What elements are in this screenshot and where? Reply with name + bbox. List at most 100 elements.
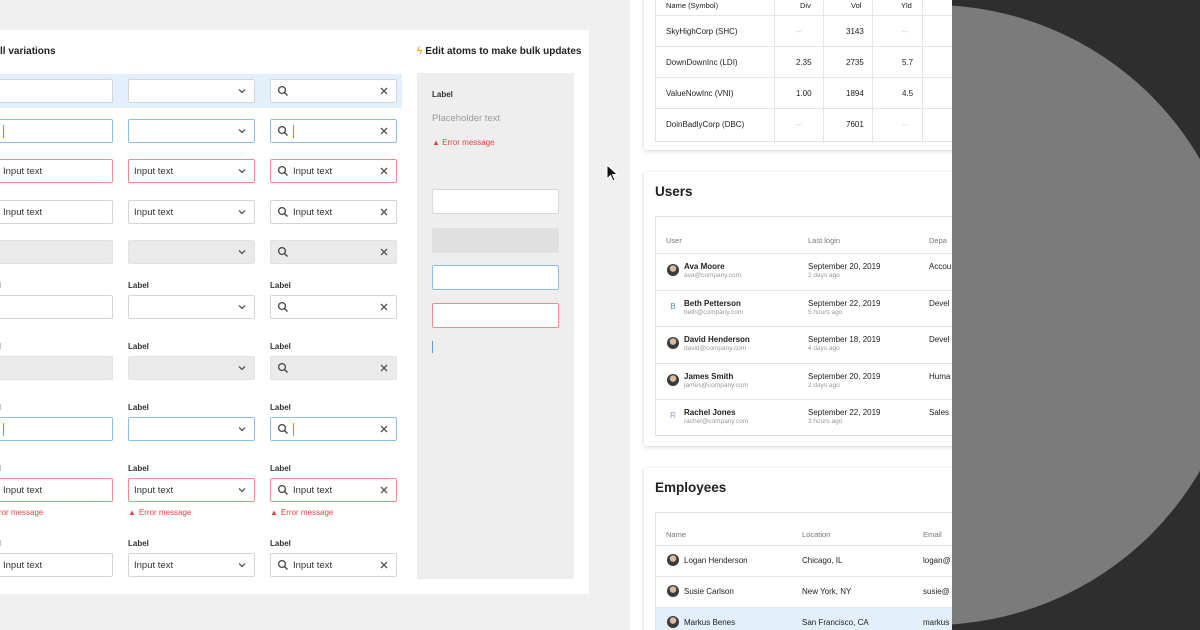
stock-yld: --: [902, 120, 908, 129]
search-icon: [277, 246, 289, 258]
mouse-pointer-icon: [606, 164, 619, 182]
close-icon[interactable]: [378, 246, 390, 258]
field-label: Label: [0, 403, 1, 412]
chevron-down-icon[interactable]: [236, 165, 248, 177]
user-email: james@company.com: [684, 381, 748, 389]
select-field[interactable]: Input text: [128, 159, 255, 183]
avatar: [667, 554, 679, 566]
input-value: Input text: [3, 207, 43, 218]
search-icon: [277, 206, 289, 218]
avatar: [667, 264, 679, 276]
stock-yld: 4.5: [902, 89, 914, 98]
atom-input-focused[interactable]: [432, 265, 559, 290]
stock-yld: 5.7: [902, 58, 914, 67]
search-field[interactable]: [270, 119, 397, 143]
chevron-down-icon[interactable]: [236, 85, 248, 97]
search-field[interactable]: Input text: [270, 478, 397, 502]
avatar: [667, 585, 679, 597]
select-field[interactable]: Input text: [128, 478, 255, 502]
row-divider: [656, 362, 952, 364]
chevron-down-icon[interactable]: [236, 423, 248, 435]
input-value: Input text: [3, 166, 43, 177]
user-department: Devel: [929, 335, 950, 345]
user-department: Huma: [929, 371, 951, 381]
last-login-date: September 20, 2019: [808, 262, 881, 271]
avatar: B: [667, 300, 679, 313]
users-header-department: Depa: [929, 236, 947, 245]
background-decoration: [952, 0, 1200, 630]
close-icon[interactable]: [378, 85, 390, 97]
close-icon[interactable]: [378, 559, 390, 571]
field-label: Label: [270, 539, 291, 548]
stocks-header-vol: Vol: [851, 1, 862, 10]
select-field[interactable]: [128, 417, 255, 441]
select-field[interactable]: [128, 295, 255, 319]
atom-input-error[interactable]: [432, 303, 559, 328]
close-icon[interactable]: [378, 423, 390, 435]
search-field[interactable]: Input text: [270, 553, 397, 577]
search-field[interactable]: Input text: [0, 478, 113, 502]
select-field: [128, 240, 255, 264]
chevron-down-icon[interactable]: [236, 484, 248, 496]
field-label: Label: [128, 464, 149, 473]
select-field[interactable]: Input text: [128, 200, 255, 224]
employee-location: Chicago, IL: [802, 556, 843, 565]
select-field[interactable]: [128, 79, 255, 103]
search-field[interactable]: [0, 79, 113, 103]
chevron-down-icon[interactable]: [236, 559, 248, 571]
tables-column: Name (Symbol) Div Vol Yld SkyHighCorp (S…: [630, 0, 952, 630]
close-icon[interactable]: [378, 484, 390, 496]
avatar: [667, 616, 679, 628]
row-divider: [656, 15, 952, 16]
atom-placeholder: Placeholder text: [432, 113, 501, 124]
chevron-down-icon[interactable]: [236, 206, 248, 218]
search-field[interactable]: [0, 295, 113, 319]
search-field[interactable]: [270, 417, 397, 441]
field-label: Label: [270, 281, 291, 290]
search-field[interactable]: [270, 295, 397, 319]
atoms-panel: Label Placeholder text ▲ Error message: [417, 73, 574, 579]
row-divider: [656, 576, 952, 577]
input-value: Input text: [134, 485, 174, 496]
user-name: Ava Moore: [684, 262, 725, 271]
atom-error-text: Error message: [442, 138, 495, 147]
search-icon: [277, 301, 289, 313]
employee-location: San Francisco, CA: [802, 618, 869, 627]
field-error: ▲Error message: [0, 508, 43, 517]
search-field[interactable]: [0, 417, 113, 441]
stocks-card: Name (Symbol) Div Vol Yld SkyHighCorp (S…: [644, 0, 952, 150]
input-value: Input text: [3, 485, 43, 496]
close-icon[interactable]: [378, 165, 390, 177]
users-table: User Last login Depa Ava Moore ava@compan…: [655, 216, 952, 436]
chevron-down-icon[interactable]: [236, 301, 248, 313]
chevron-down-icon[interactable]: [236, 362, 248, 374]
field-label: Label: [128, 342, 149, 351]
close-icon[interactable]: [378, 206, 390, 218]
close-icon[interactable]: [378, 125, 390, 137]
chevron-down-icon[interactable]: [236, 125, 248, 137]
search-field[interactable]: Input text: [0, 159, 113, 183]
atom-text-caret: [432, 341, 433, 353]
stock-vol: 2735: [846, 58, 864, 67]
component-sheet: ll variations ϟ Edit atoms to make bulk u…: [0, 30, 589, 594]
select-field[interactable]: [128, 119, 255, 143]
search-field[interactable]: [0, 119, 113, 143]
search-field[interactable]: Input text: [0, 553, 113, 577]
search-field[interactable]: [270, 79, 397, 103]
search-icon: [277, 165, 289, 177]
stock-vol: 7601: [846, 120, 864, 129]
field-label: Label: [270, 342, 291, 351]
select-field: [128, 356, 255, 380]
search-field[interactable]: Input text: [270, 159, 397, 183]
last-login-relative: 4 days ago: [808, 345, 840, 353]
search-field[interactable]: Input text: [0, 200, 113, 224]
stocks-header-name: Name (Symbol): [666, 1, 719, 10]
stocks-header-div: Div: [800, 1, 811, 10]
search-field[interactable]: Input text: [270, 200, 397, 224]
close-icon[interactable]: [378, 362, 390, 374]
close-icon[interactable]: [378, 301, 390, 313]
select-field[interactable]: Input text: [128, 553, 255, 577]
chevron-down-icon[interactable]: [236, 246, 248, 258]
atom-input-default[interactable]: [432, 189, 559, 214]
user-email: ava@company.com: [684, 272, 742, 279]
